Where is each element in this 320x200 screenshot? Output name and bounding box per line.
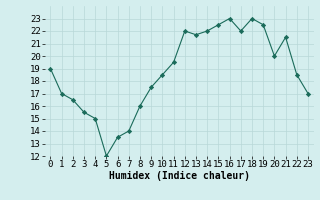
X-axis label: Humidex (Indice chaleur): Humidex (Indice chaleur)	[109, 171, 250, 181]
